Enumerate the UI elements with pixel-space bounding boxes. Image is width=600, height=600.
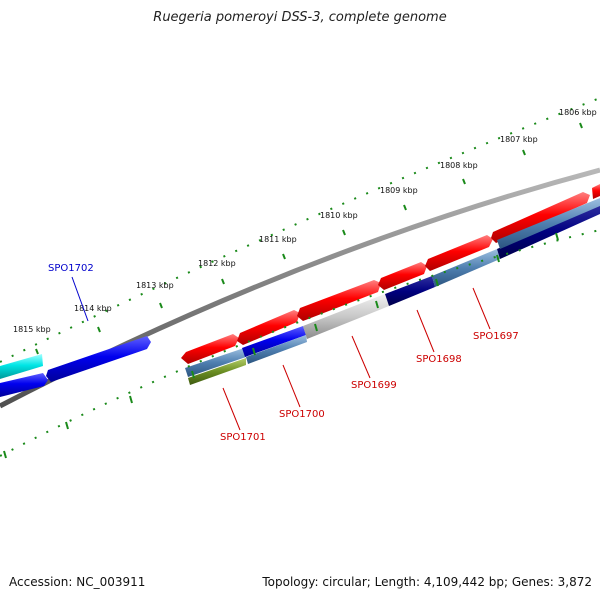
gene-forward-7[interactable] (592, 184, 600, 199)
accession-text: Accession: NC_003911 (9, 575, 146, 589)
gene-label-spo1702[interactable]: SPO1702 (48, 263, 94, 274)
gene-forward-3[interactable] (297, 280, 381, 321)
tick-label-1806: 1806 kbp (559, 108, 597, 117)
gene-navy-1697b[interactable] (497, 204, 600, 259)
gene-steel-1697[interactable] (432, 249, 500, 287)
forward-strand-genes (181, 184, 600, 364)
tick-label-1813: 1813 kbp (136, 281, 174, 290)
gene-navy-1698[interactable] (385, 276, 435, 306)
gene-cyan-left[interactable] (0, 354, 43, 379)
tick-label-1812: 1812 kbp (198, 259, 236, 268)
gene-forward-2[interactable] (237, 310, 300, 345)
tick-label-1811: 1811 kbp (259, 235, 297, 244)
gene-forward-4[interactable] (378, 262, 427, 290)
gene-steel-1701[interactable] (185, 348, 246, 377)
gene-steel-1700b[interactable] (246, 335, 307, 364)
tick-label-1814: 1814 kbp (74, 304, 112, 313)
gene-steel-right[interactable] (497, 198, 600, 249)
gene-forward-1[interactable] (181, 334, 239, 364)
gene-label-spo1697[interactable]: SPO1697 (473, 331, 519, 342)
tick-label-1815: 1815 kbp (13, 325, 51, 334)
gene-blue-1700[interactable] (242, 326, 306, 357)
tick-label-1809: 1809 kbp (380, 186, 418, 195)
tick-label-1807: 1807 kbp (500, 135, 538, 144)
tick-label-1808: 1808 kbp (440, 161, 478, 170)
left-genes (0, 336, 151, 397)
gene-blue-left-2[interactable] (0, 373, 48, 397)
scale-major-ticks-outer (35, 122, 583, 355)
gene-label-spo1700[interactable]: SPO1700 (279, 409, 325, 420)
gene-forward-6[interactable] (491, 192, 590, 243)
gene-olive-1701[interactable] (188, 358, 246, 385)
map-title: Ruegeria pomeroyi DSS-3, complete genome (153, 10, 447, 25)
gene-label-spo1699[interactable]: SPO1699 (351, 380, 397, 391)
genome-summary-text: Topology: circular; Length: 4,109,442 bp… (262, 575, 592, 589)
gene-forward-5[interactable] (425, 235, 493, 271)
gene-grey-1699[interactable] (303, 294, 389, 339)
gene-label-spo1701[interactable]: SPO1701 (220, 432, 266, 443)
tick-label-1810: 1810 kbp (320, 211, 358, 220)
reverse-strand-genes (185, 198, 600, 385)
genome-backbone (0, 167, 600, 409)
gene-label-spo1698[interactable]: SPO1698 (416, 354, 462, 365)
label-leaders (71, 276, 491, 431)
scale-major-ticks-inner (3, 232, 559, 459)
gene-blue-left-1[interactable] (46, 336, 151, 382)
